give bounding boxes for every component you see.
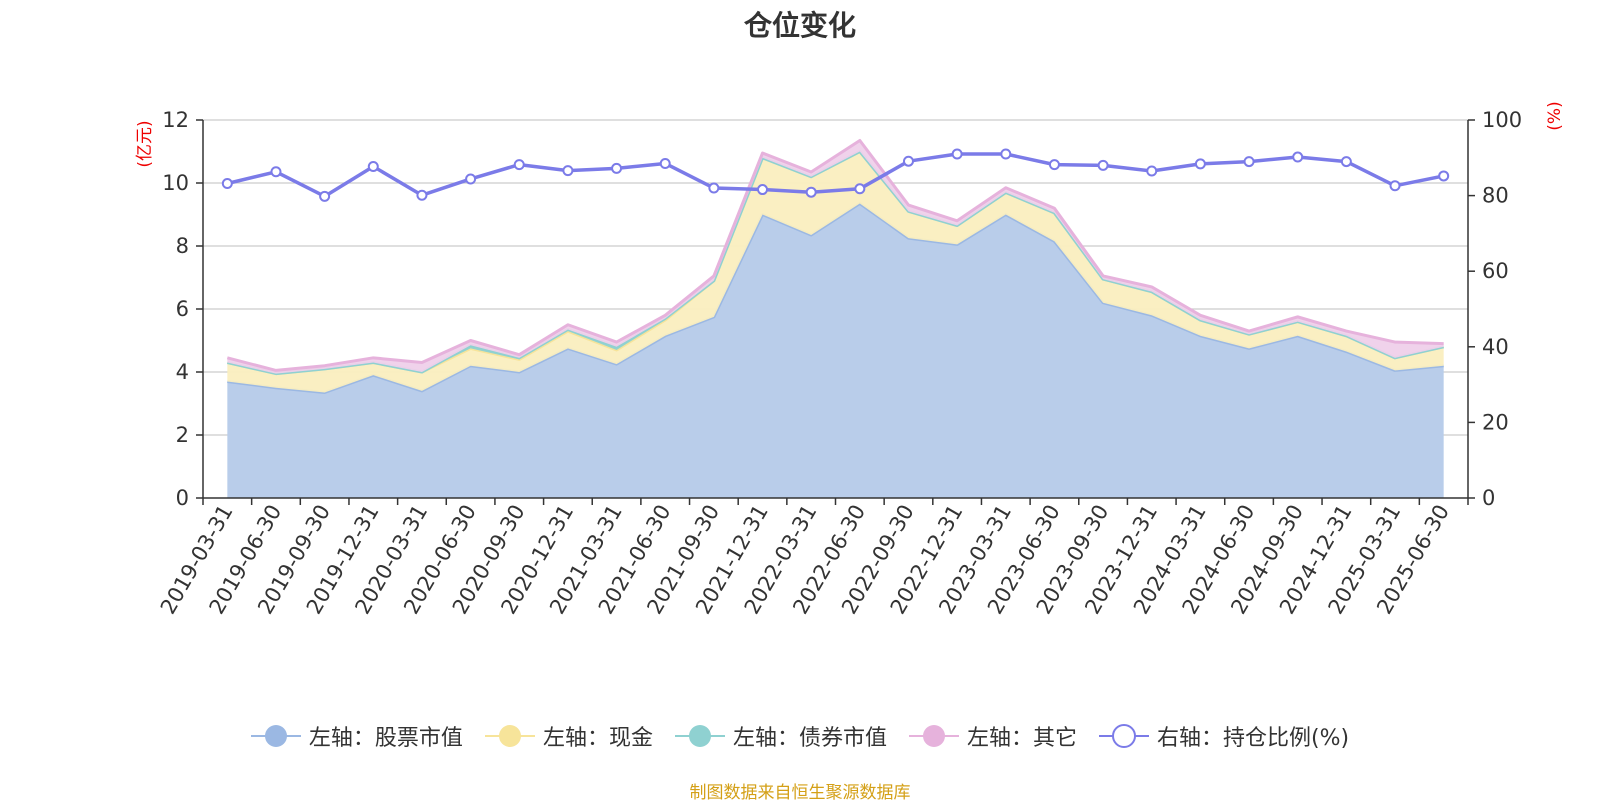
- ratio-point: [951, 148, 963, 160]
- ratio-point: [1243, 156, 1255, 168]
- right-tick-label: 40: [1482, 335, 1509, 359]
- area-line-other: [226, 138, 1444, 372]
- legend-label-stock: 左轴：股票市值: [308, 726, 463, 751]
- left-tick-label: 8: [176, 234, 189, 258]
- legend-label-bond: 左轴：债券市值: [732, 726, 887, 751]
- ratio-point: [319, 190, 331, 202]
- ratio-point: [1389, 180, 1401, 192]
- legend-marker-bond: [674, 725, 725, 747]
- left-tick-label: 12: [162, 108, 189, 132]
- area-cash: [227, 151, 1444, 393]
- legend-label-cash: 左轴：现金: [542, 726, 653, 751]
- ratio-point: [854, 183, 866, 195]
- legend-item-cash[interactable]: 左轴：现金: [484, 720, 653, 752]
- legend-item-bond[interactable]: 左轴：债券市值: [674, 720, 887, 752]
- ratio-point: [708, 182, 720, 194]
- ratio-point: [221, 178, 233, 190]
- legend-marker-ratio: [1098, 724, 1149, 748]
- right-tick-label: 0: [1482, 486, 1495, 510]
- source-note: 制图数据来自恒生聚源数据库: [689, 783, 911, 803]
- right-tick-label: 20: [1482, 410, 1509, 434]
- ratio-point: [1000, 148, 1012, 160]
- ratio-point: [611, 162, 623, 174]
- legend-label-ratio: 右轴：持仓比例(%): [1156, 726, 1350, 751]
- ratio-point: [513, 159, 525, 171]
- ratio-point: [659, 157, 671, 169]
- area-stock: [227, 203, 1444, 498]
- ratio-point: [805, 186, 817, 198]
- ratio-point: [562, 165, 574, 177]
- legend-marker-stock: [250, 725, 301, 747]
- legend-item-ratio[interactable]: 右轴：持仓比例(%): [1098, 720, 1350, 752]
- ratio-point: [1097, 159, 1109, 171]
- ratio-point: [270, 166, 282, 178]
- ratio-point: [1048, 159, 1060, 171]
- legend-label-other: 左轴：其它: [966, 726, 1077, 751]
- ratio-point: [367, 160, 379, 172]
- legend-item-other[interactable]: 左轴：其它: [908, 720, 1077, 752]
- right-tick-label: 80: [1482, 184, 1509, 208]
- ratio-line-layer: [226, 152, 1445, 199]
- legend-marker-other: [908, 725, 959, 747]
- right-tick-label: 60: [1482, 259, 1509, 283]
- area-layer: [226, 138, 1445, 498]
- ratio-point: [1194, 158, 1206, 170]
- left-tick-label: 10: [162, 171, 189, 195]
- left-tick-label: 2: [176, 423, 189, 447]
- left-axis-unit: (亿元): [135, 120, 155, 167]
- right-tick-label: 100: [1482, 108, 1522, 132]
- ratio-point: [1292, 151, 1304, 163]
- left-tick-label: 0: [176, 486, 189, 510]
- ratio-point: [757, 184, 769, 196]
- right-axis-unit: (%): [1545, 101, 1565, 130]
- ratio-points: [221, 148, 1450, 202]
- ratio-point: [902, 155, 914, 167]
- ratio-point: [416, 189, 428, 201]
- ratio-point: [1146, 165, 1158, 177]
- ratio-line: [226, 152, 1445, 199]
- ratio-point: [465, 173, 477, 185]
- legend: 左轴：股票市值 左轴：现金 左轴：债券市值 左轴：其它 右轴：持仓比例(%): [0, 720, 1600, 752]
- left-tick-label: 6: [176, 297, 189, 321]
- left-tick-label: 4: [176, 360, 189, 384]
- ratio-point: [1438, 170, 1450, 182]
- ratio-point: [1340, 156, 1352, 168]
- legend-item-stock[interactable]: 左轴：股票市值: [250, 720, 463, 752]
- legend-marker-cash: [484, 725, 535, 747]
- chart-title: 仓位变化: [743, 9, 856, 42]
